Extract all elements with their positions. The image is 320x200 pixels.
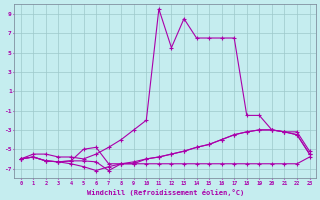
X-axis label: Windchill (Refroidissement éolien,°C): Windchill (Refroidissement éolien,°C) — [86, 189, 244, 196]
